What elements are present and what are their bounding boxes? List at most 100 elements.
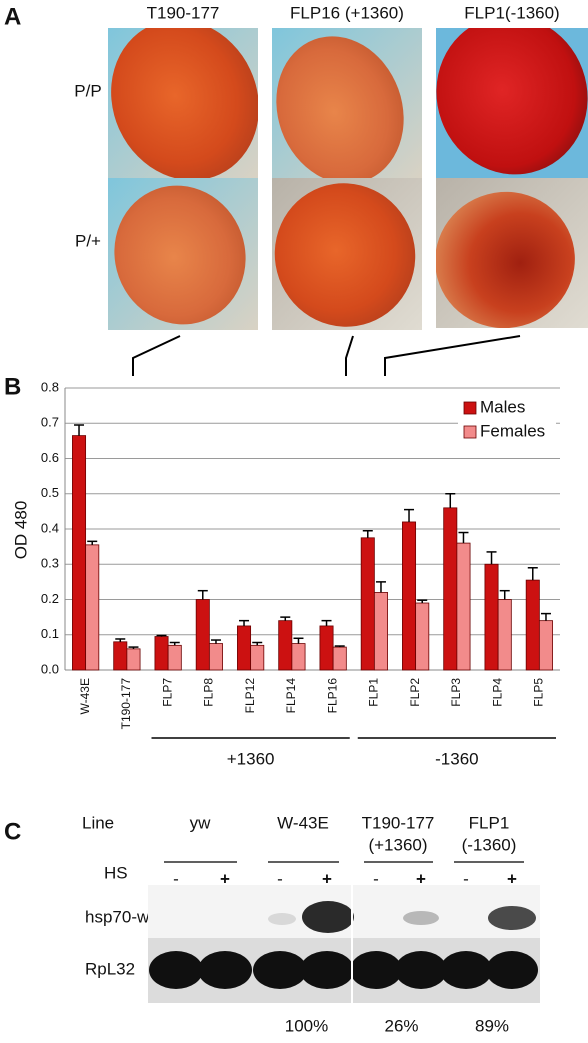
error-bar [169, 641, 180, 646]
line-name: FLP1 [469, 813, 510, 832]
photo [436, 28, 588, 178]
hs-sign: + [220, 869, 230, 888]
photo [436, 178, 588, 328]
bar [167, 644, 182, 671]
y-tick-label: 0.6 [41, 450, 59, 465]
y-tick-label: 0.7 [41, 415, 59, 430]
bar [85, 544, 100, 671]
hs-sign: - [373, 869, 379, 888]
error-bar [280, 616, 291, 621]
error-bar [197, 589, 208, 600]
legend-swatch [463, 425, 477, 439]
bar [237, 625, 252, 671]
x-tick-label: FLP2 [408, 678, 422, 707]
x-tick-label: FLP12 [243, 678, 257, 714]
hs-sign: + [322, 869, 332, 888]
error-bar [404, 508, 415, 522]
error-bar [486, 551, 497, 565]
error-bar [362, 530, 373, 538]
group-label: +1360 [227, 749, 275, 768]
hs-sign: + [507, 869, 517, 888]
error-bar [128, 646, 139, 649]
line-name: W-43E [277, 813, 329, 832]
x-tick-label: FLP5 [532, 678, 546, 707]
legend-label: Females [480, 421, 545, 440]
bar [250, 644, 265, 671]
eye-photos [108, 28, 588, 330]
percent-label: 100% [285, 1016, 328, 1035]
bar [195, 599, 210, 671]
bar [360, 537, 375, 671]
error-bar [210, 639, 221, 644]
y-tick-label: 0.5 [41, 485, 59, 500]
y-tick-label: 0.3 [41, 556, 59, 571]
blot-labels: yw - + W-43E - +100% T190-177 (+1360) - +26% FLP1 (… [164, 813, 524, 1035]
photo [108, 178, 258, 330]
line-note: (+1360) [368, 835, 427, 854]
bar [154, 636, 169, 671]
bar [319, 625, 334, 671]
error-bar [499, 589, 510, 600]
group-label: -1360 [435, 749, 478, 768]
error-bar [74, 424, 85, 436]
bar [291, 643, 306, 671]
bar [373, 592, 388, 671]
bar [402, 521, 417, 671]
error-bar [156, 634, 167, 637]
bar [332, 646, 347, 671]
x-tick-label: FLP4 [490, 678, 504, 707]
hs-sign: - [277, 869, 283, 888]
line-note: (-1360) [462, 835, 517, 854]
error-bar [334, 645, 345, 648]
connector [132, 335, 181, 376]
row-label: P/+ [75, 231, 101, 250]
y-tick-label: 0.0 [41, 661, 59, 676]
x-tick-label: FLP7 [160, 678, 174, 707]
x-tick-label: W-43E [78, 678, 92, 714]
row-label: RpL32 [85, 959, 135, 978]
x-tick-label: FLP1 [367, 678, 381, 707]
error-bar [458, 531, 469, 544]
y-tick-label: 0.2 [41, 591, 59, 606]
x-tick-label: FLP8 [202, 678, 216, 707]
error-bar [540, 612, 551, 621]
connector [384, 335, 521, 376]
x-tick-label: FLP3 [449, 678, 463, 707]
photo [108, 28, 258, 178]
row-label: hsp70-w [85, 907, 150, 926]
photo [272, 28, 422, 178]
x-tick-label: T190-177 [119, 678, 133, 730]
error-bar [87, 540, 98, 545]
y-axis-label: OD 480 [11, 501, 30, 560]
percent-label: 26% [384, 1016, 418, 1035]
y-tick-label: 0.1 [41, 626, 59, 641]
y-tick-label: 0.8 [41, 379, 59, 394]
hs-sign: - [173, 869, 179, 888]
error-bar [417, 599, 428, 604]
y-tick-label: 0.4 [41, 520, 59, 535]
column-header: Line [82, 813, 114, 832]
bar [113, 641, 128, 671]
bar [443, 507, 458, 671]
panel-label: B [4, 373, 21, 400]
bar [497, 599, 512, 671]
error-bar [293, 637, 304, 644]
error-bar [527, 567, 538, 581]
legend-label: Males [480, 397, 525, 416]
error-bar [445, 493, 456, 508]
column-label: T190-177 [147, 3, 220, 22]
photo [272, 178, 422, 330]
error-bar [321, 619, 332, 626]
error-bar [375, 581, 386, 593]
column-label: FLP1(-1360) [464, 3, 559, 22]
bar [72, 435, 87, 671]
row-label: P/P [74, 81, 101, 100]
bar [208, 643, 223, 671]
error-bar [252, 641, 263, 646]
blot [148, 885, 540, 1003]
bar [538, 620, 553, 671]
error-bar [239, 619, 250, 626]
line-name: yw [190, 813, 212, 832]
